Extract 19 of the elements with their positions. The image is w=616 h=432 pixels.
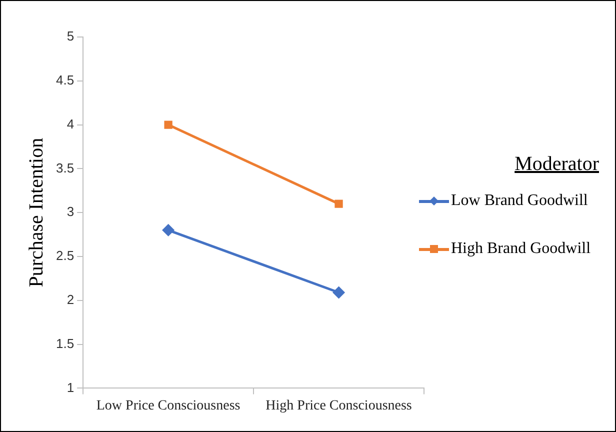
point bbox=[164, 120, 172, 129]
legend-label: High Brand Goodwill bbox=[451, 240, 591, 258]
y-axis-title: Purchase Intention bbox=[25, 138, 48, 288]
legend-label: Low Brand Goodwill bbox=[451, 192, 588, 210]
y-tick-label: 2 bbox=[66, 292, 74, 307]
y-tick-label: 2.5 bbox=[56, 248, 74, 264]
x-tick-label: High Price Consciousness bbox=[266, 398, 412, 414]
y-tick-label: 5 bbox=[66, 28, 74, 44]
legend-title: Moderator bbox=[514, 153, 600, 176]
y-tick-label: 3.5 bbox=[56, 160, 74, 176]
y-tick-label: 1.5 bbox=[56, 336, 74, 351]
y-tick-label: 4 bbox=[66, 116, 74, 132]
y-tick-label: 3 bbox=[66, 204, 74, 220]
point bbox=[162, 224, 174, 236]
x-tick-label: Low Price Consciousness bbox=[96, 398, 240, 414]
point bbox=[333, 286, 345, 298]
y-tick-label: 1 bbox=[66, 380, 74, 395]
point bbox=[334, 200, 343, 208]
y-tick-label: 4.5 bbox=[56, 72, 74, 88]
